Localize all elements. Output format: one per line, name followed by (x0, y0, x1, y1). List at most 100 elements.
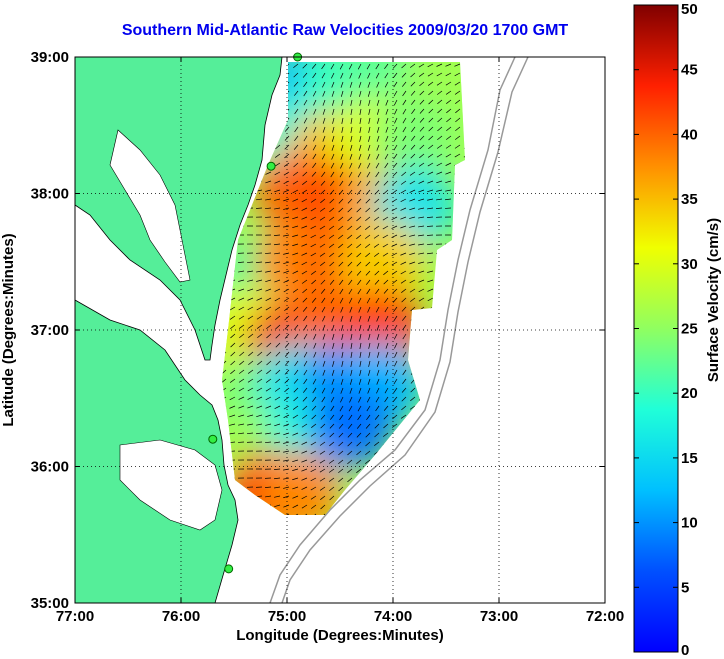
velocity-vector (312, 144, 317, 151)
velocity-vector (409, 243, 416, 246)
colorbar-tick-label: 0 (681, 642, 689, 659)
velocity-vector (349, 162, 353, 169)
velocity-vector (302, 405, 308, 411)
velocity-vector (359, 333, 362, 340)
velocity-vector (454, 144, 461, 149)
velocity-vector (283, 216, 290, 219)
velocity-vector (283, 207, 290, 210)
velocity-vector (238, 423, 245, 426)
velocity-vector (384, 153, 389, 160)
velocity-vector (329, 270, 335, 276)
velocity-vector (293, 90, 299, 96)
velocity-vector (312, 324, 317, 331)
velocity-vector (322, 315, 326, 322)
velocity-vector (320, 270, 326, 276)
velocity-vector (283, 261, 290, 265)
velocity-vector (311, 189, 317, 195)
velocity-vector (265, 279, 272, 283)
velocity-vector (365, 198, 371, 204)
velocity-vector (266, 360, 272, 366)
velocity-vector (394, 360, 398, 367)
velocity-vector (301, 279, 308, 284)
velocity-vector (301, 468, 308, 472)
velocity-vector (402, 135, 407, 142)
x-axis-label: Longitude (Degrees:Minutes) (236, 627, 444, 644)
velocity-vector (311, 180, 317, 186)
velocity-vector (401, 288, 407, 293)
velocity-vector (409, 63, 416, 68)
velocity-vector (257, 351, 263, 357)
velocity-vector (248, 360, 254, 366)
velocity-vector (393, 144, 398, 151)
velocity-vector (312, 81, 317, 88)
velocity-vector (373, 225, 380, 230)
velocity-vector (284, 333, 290, 339)
velocity-vector (410, 396, 416, 402)
velocity-vector (427, 81, 434, 86)
velocity-vector (311, 405, 317, 411)
velocity-vector (367, 378, 371, 385)
velocity-vector (348, 288, 353, 295)
velocity-vector (445, 90, 452, 95)
velocity-vector (367, 153, 371, 160)
landmass-layer (75, 57, 529, 603)
velocity-vector (356, 216, 362, 222)
velocity-vector (247, 396, 254, 400)
chart-title: Southern Mid-Atlantic Raw Velocities 200… (121, 22, 569, 39)
velocity-vector (392, 63, 398, 69)
velocity-vector (400, 243, 407, 247)
velocity-vector (292, 243, 299, 247)
velocity-vector (321, 153, 326, 160)
velocity-vector (284, 306, 290, 312)
velocity-vector (409, 279, 416, 284)
velocity-vector (302, 387, 308, 393)
velocity-vector (283, 495, 290, 499)
velocity-vector (410, 297, 416, 302)
velocity-vector (292, 459, 299, 462)
velocity-vector (283, 486, 290, 489)
velocity-vector (358, 72, 362, 79)
velocity-vector (454, 63, 461, 67)
velocity-vector (321, 162, 326, 169)
velocity-vector (339, 414, 344, 421)
velocity-vector (393, 153, 398, 160)
velocity-vector (293, 315, 299, 321)
velocity-vector (340, 81, 344, 88)
velocity-vector (427, 189, 434, 193)
velocity-vector (312, 306, 317, 313)
velocity-vector (393, 306, 398, 313)
velocity-vector (427, 171, 434, 175)
velocity-vector (313, 117, 317, 124)
velocity-vector (391, 252, 398, 257)
velocity-vector (410, 72, 416, 78)
velocity-vector (368, 369, 371, 376)
velocity-vector (366, 396, 371, 403)
velocity-vector (376, 324, 380, 331)
velocity-vector (283, 414, 290, 418)
velocity-vector (445, 144, 452, 149)
velocity-vector (338, 225, 344, 231)
velocity-vector (274, 432, 281, 435)
velocity-vector (283, 234, 290, 237)
velocity-vector (356, 450, 362, 456)
velocity-vector (265, 396, 272, 401)
velocity-vector (302, 396, 308, 402)
velocity-vector (310, 477, 317, 482)
velocity-vector (331, 369, 335, 376)
velocity-vector (400, 270, 407, 275)
velocity-vector (320, 180, 326, 186)
velocity-vector (400, 279, 407, 284)
bathymetry-contour (269, 57, 516, 603)
velocity-vector (329, 441, 335, 447)
velocity-vector (328, 225, 335, 230)
velocity-vector (330, 297, 335, 304)
velocity-vector (340, 162, 344, 169)
velocity-vector (264, 486, 272, 488)
velocity-vector (402, 90, 407, 97)
velocity-vector (311, 423, 317, 428)
velocity-vector (445, 189, 452, 192)
velocity-vector (338, 477, 344, 483)
velocity-vector (321, 396, 326, 403)
velocity-vector (356, 252, 362, 258)
velocity-vector (284, 135, 290, 141)
